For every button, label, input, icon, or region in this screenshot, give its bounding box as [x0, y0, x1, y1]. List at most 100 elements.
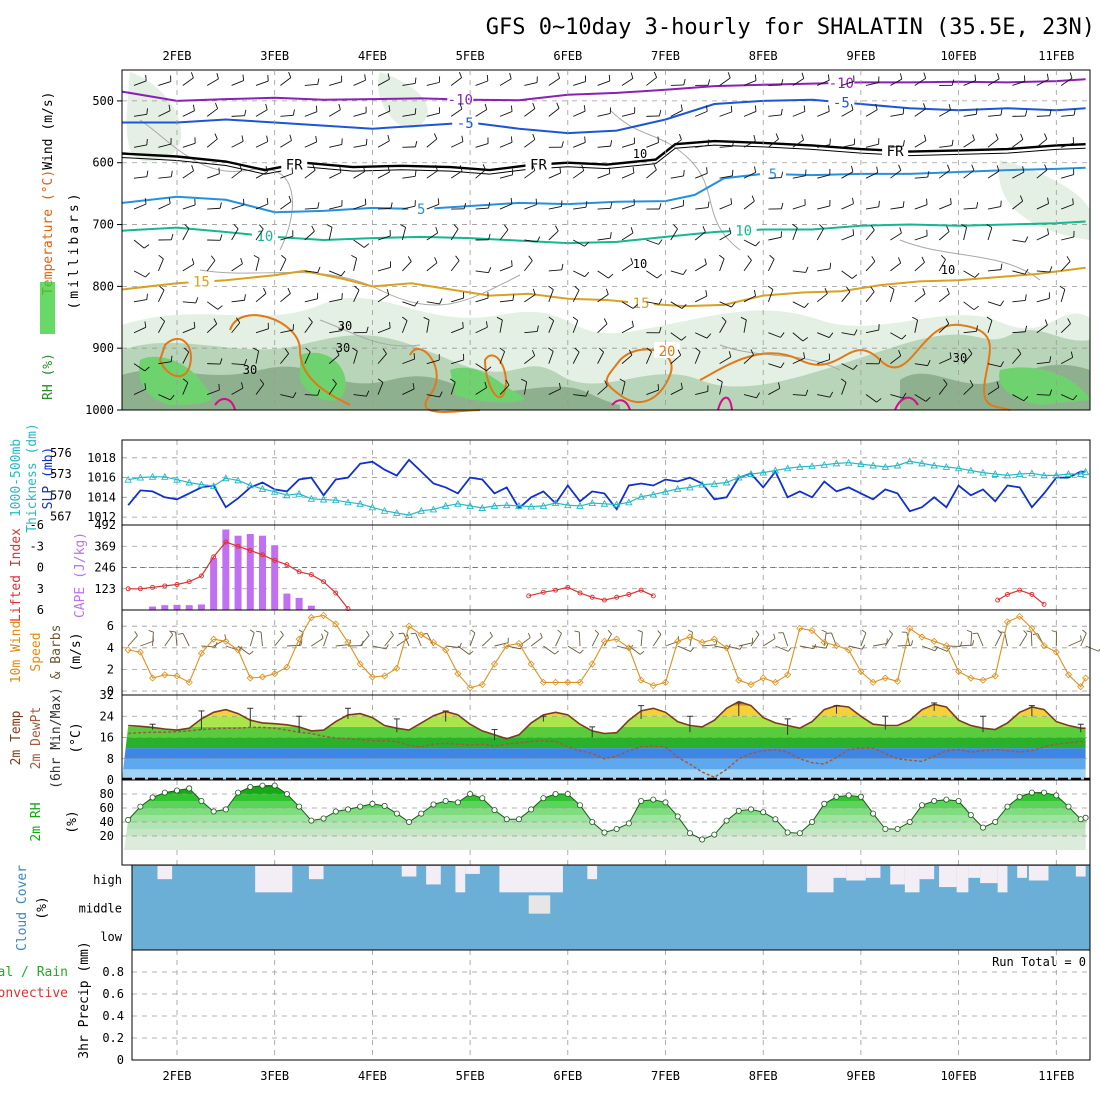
slp-tick: 1018	[87, 451, 116, 465]
date-label-bottom: 5FEB	[456, 1069, 485, 1083]
wind-barb-flag	[242, 74, 245, 81]
wind-barb	[963, 80, 976, 86]
wind-barb	[841, 109, 854, 117]
wind-barb-flag	[458, 71, 463, 78]
rh-marker	[577, 802, 584, 809]
wind-barb-flag	[505, 379, 510, 386]
rh-marker	[1065, 803, 1072, 810]
wind-speed-marker	[246, 674, 254, 682]
surface-wind-barb	[958, 644, 973, 647]
surface-wind-barb-flag	[911, 640, 914, 646]
isotherm-label: -5	[833, 95, 850, 111]
wind-barb-flag	[305, 347, 311, 353]
wind-barb	[329, 298, 343, 303]
cape-bar	[234, 535, 242, 610]
wind-barb-flag	[439, 391, 443, 398]
wind-speed-marker	[527, 660, 535, 668]
wind-barb-flag	[388, 105, 391, 112]
lifted-index-marker	[345, 606, 351, 612]
wind-barb-flag	[870, 286, 875, 293]
wind-barb-flag	[658, 110, 662, 117]
wind-barb	[475, 270, 489, 274]
rh-marker	[308, 817, 315, 824]
wind-barb-flag	[510, 105, 513, 112]
thickness-marker	[954, 464, 963, 472]
surface-wind-barb	[860, 632, 867, 647]
thickness-marker	[783, 464, 792, 472]
wind-barb	[694, 231, 706, 241]
y-tick-label: 800	[92, 279, 114, 293]
thickness-marker	[380, 506, 389, 514]
wind-barb-flag	[265, 165, 268, 173]
lifted-index-marker	[638, 587, 644, 593]
wind-barb-flag	[946, 288, 950, 294]
wind-speed-marker	[161, 671, 169, 679]
wind-barb-flag	[453, 224, 459, 230]
wind-barb	[524, 355, 535, 364]
thickness-marker	[844, 458, 853, 466]
rh-marker	[1053, 792, 1060, 799]
wind-barb	[621, 326, 634, 334]
surface-wind-barb	[555, 633, 562, 647]
wind-barb-flag	[775, 133, 779, 140]
wind-barb-flag	[912, 316, 918, 321]
wind-barb-flag	[387, 73, 390, 80]
wind-barb-flag	[574, 347, 580, 353]
wind-barb	[450, 382, 456, 395]
wind-barb-flag	[1024, 325, 1027, 332]
wind-barb-flag	[828, 332, 834, 338]
wind-barb-flag	[973, 305, 979, 311]
wind-barb-flag	[168, 104, 171, 111]
y-tick-label: 600	[92, 156, 114, 170]
wind-barb-flag	[144, 321, 147, 328]
wind-barb	[304, 207, 318, 210]
thickness-marker	[393, 509, 401, 516]
surface-wind-barb-flag	[249, 629, 255, 633]
wind-barb-flag	[1044, 319, 1048, 326]
surface-wind-barb-flag	[1023, 630, 1028, 635]
wind-barb-flag	[532, 164, 536, 171]
wind-barb-flag	[193, 321, 196, 328]
wind-barb	[133, 388, 146, 395]
wind-barb	[548, 230, 559, 241]
thickness-marker	[673, 484, 682, 492]
wind-barb	[377, 171, 390, 179]
cloud-gap-high	[401, 866, 417, 877]
lifted-index-marker	[553, 587, 559, 593]
wind-barb	[938, 109, 951, 117]
wind-barb-flag	[412, 382, 415, 390]
rh-band	[122, 822, 1086, 829]
wind-barb-flag	[780, 362, 785, 368]
rh-marker	[613, 826, 620, 833]
wind-barb-flag	[556, 102, 560, 109]
wind-barb-flag	[1022, 166, 1025, 173]
wind-barb	[719, 258, 725, 272]
date-label-bottom: 9FEB	[846, 1069, 875, 1083]
wind-barb-flag	[610, 140, 613, 147]
thickness-marker	[283, 491, 291, 499]
wind-barb-flag	[974, 272, 980, 278]
wind-barb	[401, 227, 407, 241]
wind-barb-flag	[658, 326, 662, 333]
wind-barb-flag	[145, 272, 150, 278]
cape-bar	[149, 606, 157, 610]
wind-barb-flag	[975, 108, 978, 115]
lifted-index-marker	[995, 597, 1001, 603]
wind-barb	[719, 321, 727, 333]
wind-barb	[841, 363, 854, 370]
cape-bar	[185, 605, 193, 610]
wind-barb	[206, 108, 218, 117]
wind-barb-flag	[433, 133, 438, 140]
wind-barb	[1036, 138, 1048, 148]
wind-speed-marker	[1016, 612, 1024, 621]
isotherm--5	[122, 98, 1086, 135]
wind-barb	[1036, 115, 1050, 117]
cloud-gap-high	[1075, 866, 1086, 877]
wind-barb	[695, 332, 708, 339]
wind-barb	[841, 382, 847, 395]
wind-barb-flag	[875, 103, 878, 110]
wind-barb-flag	[997, 72, 1000, 79]
thickness-marker	[148, 472, 157, 480]
rh-marker	[503, 816, 510, 823]
wind-barb-flag	[382, 348, 387, 355]
